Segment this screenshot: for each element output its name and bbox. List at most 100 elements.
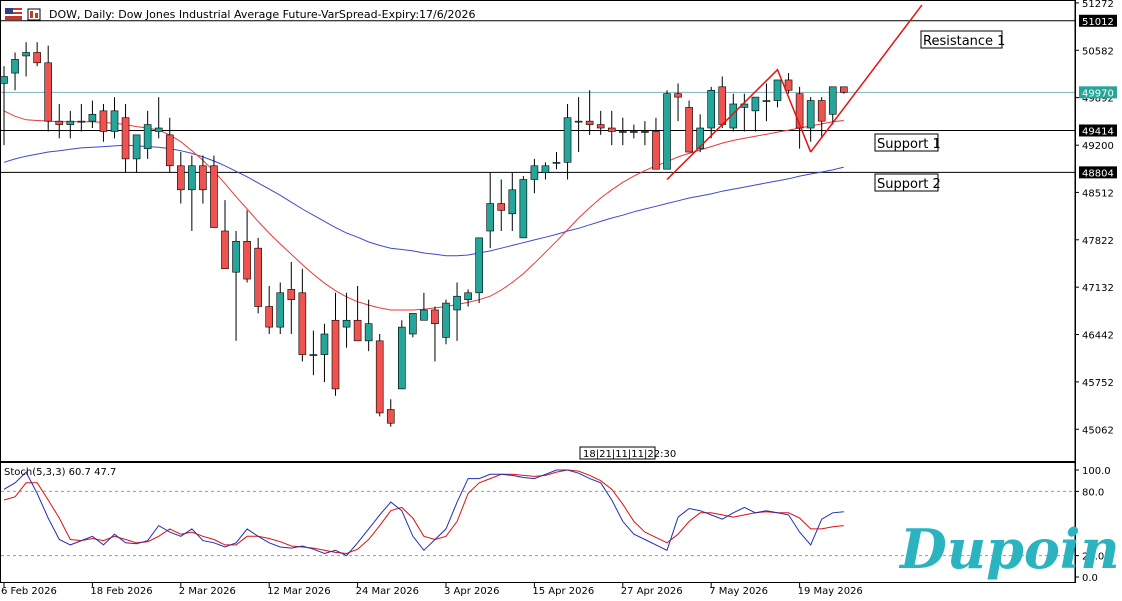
candle-body <box>663 93 671 170</box>
candle-body <box>420 309 428 321</box>
x-tick-label: 19 May 2026 <box>798 586 863 597</box>
candle-body <box>508 189 517 215</box>
candle-body <box>110 110 119 132</box>
candle-body <box>530 165 539 180</box>
candle-body <box>177 165 185 191</box>
y-tick-label: 46442 <box>1082 331 1114 342</box>
stoch-plot <box>1 469 1075 557</box>
support-2-label: Support 2 <box>877 177 941 192</box>
stoch-k-line <box>3 469 844 557</box>
support-1-label: Support 1 <box>877 137 941 152</box>
candle-body <box>353 319 362 342</box>
x-tick-label: 24 Mar 2026 <box>356 586 419 597</box>
candle-body <box>464 292 472 300</box>
period-separator-label: 18|21|11|11|22:30 <box>579 446 676 460</box>
candle-body <box>442 302 450 338</box>
stoch-y-tick-label: 80.0 <box>1082 487 1104 498</box>
candle-body <box>88 113 97 122</box>
candle-body <box>475 237 483 294</box>
candle-body <box>55 120 64 125</box>
level-price-label: 48804 <box>1082 168 1114 179</box>
candle-body <box>243 240 251 280</box>
y-tick-label: 47822 <box>1082 236 1114 247</box>
stoch-y-tick-label: 0.0 <box>1082 573 1098 584</box>
resistance-1-label: Resistance 1 <box>923 34 1005 49</box>
candle-body <box>839 86 848 93</box>
symbol-title: DOW, Daily: Dow Jones Industrial Average… <box>49 8 475 21</box>
candle-body <box>519 179 528 239</box>
candle-body <box>276 292 285 328</box>
candle-body <box>795 93 804 129</box>
candle-body <box>397 326 406 390</box>
y-tick-label: 48512 <box>1082 188 1114 199</box>
candle-body <box>188 165 196 191</box>
x-tick-label: 27 Apr 2026 <box>621 586 683 597</box>
candle-body <box>331 319 340 390</box>
candle-body <box>806 100 815 129</box>
candle-body <box>132 134 141 160</box>
candle-body <box>541 165 550 173</box>
candle-body <box>817 100 826 122</box>
candle-body <box>11 59 19 74</box>
candle-body <box>121 117 130 160</box>
candle-body <box>762 100 771 102</box>
candle-body <box>486 203 495 232</box>
candle-body <box>232 240 240 273</box>
level-price-label: 51012 <box>1082 17 1114 28</box>
flag-icon-us <box>5 8 22 20</box>
y-tick-label: 45062 <box>1082 425 1114 436</box>
ma-fast-line <box>3 110 844 311</box>
candle-body <box>210 165 218 228</box>
stoch-y-tick-label: 100.0 <box>1082 466 1111 477</box>
stoch-y-tick-label: 20.0 <box>1082 552 1104 563</box>
candle-body <box>409 313 417 335</box>
x-tick-label: 7 May 2026 <box>709 586 768 597</box>
candle-body <box>221 230 229 270</box>
candle-body <box>784 79 793 91</box>
candle-body <box>751 96 760 112</box>
candle-body <box>99 110 108 132</box>
current-price-label: 49970 <box>1082 88 1114 99</box>
candle-body <box>66 120 75 125</box>
candle-body <box>497 203 506 211</box>
candle-body <box>143 124 152 149</box>
current-price-tag <box>1079 86 1117 99</box>
candle-body <box>165 134 174 167</box>
x-tick-label: 6 Feb 2026 <box>1 586 57 597</box>
candle-body <box>44 62 53 122</box>
candle-body <box>453 295 461 311</box>
candle-body <box>674 93 682 98</box>
candle-body <box>265 306 274 328</box>
breakout-trendline <box>810 4 923 153</box>
candle-body <box>596 124 605 129</box>
candle-body <box>563 117 572 163</box>
level-price-tag <box>1079 124 1117 137</box>
support-1-annotation: Support 1 <box>874 133 941 152</box>
support-2-annotation: Support 2 <box>874 173 941 192</box>
level-price-tag <box>1079 166 1117 179</box>
candle-body <box>685 107 693 153</box>
candle-body <box>0 76 8 84</box>
main-plot <box>0 4 1075 427</box>
candle-body <box>431 309 439 324</box>
y-tick-label: 49892 <box>1082 94 1114 105</box>
candle-body <box>298 292 307 355</box>
x-tick-label: 2 Mar 2026 <box>179 586 236 597</box>
candle-body <box>309 354 318 356</box>
candle-body <box>729 103 738 129</box>
candle-body <box>574 120 583 123</box>
candle-body <box>154 127 163 132</box>
candle-body <box>22 52 30 57</box>
candle-body <box>618 131 627 133</box>
candle-body <box>552 162 561 164</box>
ma-slow-line <box>3 144 844 257</box>
x-tick-label: 3 Apr 2026 <box>444 586 499 597</box>
candle-body <box>696 127 704 149</box>
x-tick-label: 18 Feb 2026 <box>90 586 152 597</box>
candle-body <box>607 127 616 132</box>
candle-body <box>641 131 649 133</box>
candle-body <box>630 131 638 133</box>
